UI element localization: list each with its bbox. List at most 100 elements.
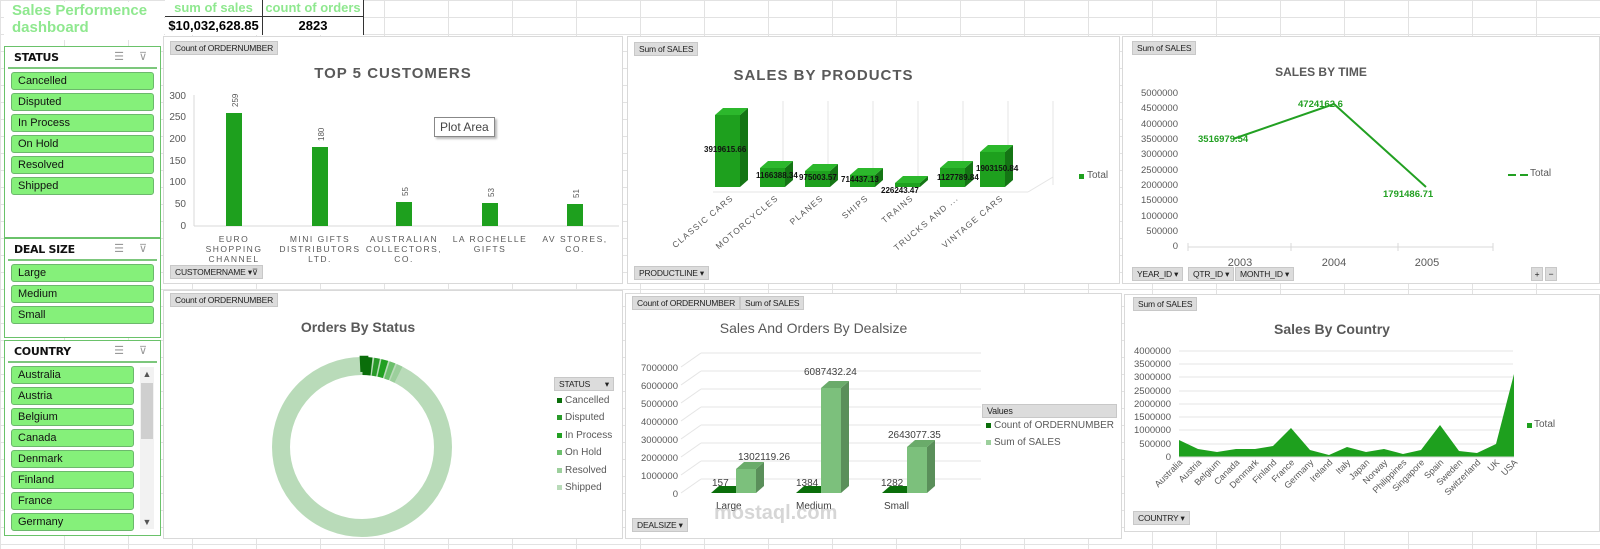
legend-label: On Hold: [565, 447, 602, 458]
svg-text:5000000: 5000000: [1141, 88, 1178, 99]
legend-label: Resolved: [565, 465, 607, 476]
sales-by-products-chart[interactable]: Sum of SALES SALES BY PRODUCTS 3919615.6…: [627, 36, 1120, 284]
dropdown-icon: ▾: [1180, 513, 1185, 523]
value-field-button[interactable]: Sum of SALES: [634, 42, 699, 56]
multi-select-icon[interactable]: ☰: [114, 243, 124, 255]
slicer-item-belgium[interactable]: Belgium: [11, 408, 134, 426]
slicer-item-france[interactable]: France: [11, 492, 134, 510]
chart-title: Sales And Orders By Dealsize: [719, 320, 908, 336]
slicer-scrollbar[interactable]: ▲ ▼: [140, 367, 154, 529]
legend-on-hold: On Hold: [557, 447, 602, 458]
count-field-button[interactable]: Count of ORDERNUMBER: [632, 296, 741, 310]
legend-cancelled: Cancelled: [557, 395, 609, 406]
field-label: QTR_ID: [1193, 269, 1223, 279]
values-legend-header: Values: [982, 404, 1117, 418]
value-field-button[interactable]: Sum of SALES: [1132, 41, 1197, 55]
svg-text:975003.57: 975003.57: [799, 173, 837, 182]
multi-select-icon[interactable]: ☰: [114, 345, 124, 357]
doughnut-chart-plot[interactable]: [164, 291, 624, 540]
kpi-sum-of-sales[interactable]: sum of sales $10,032,628.85: [165, 0, 263, 35]
slicer-item-canada[interactable]: Canada: [11, 429, 134, 447]
dropdown-icon: ▾: [699, 268, 704, 278]
svg-text:COLLECTORS,: COLLECTORS,: [366, 244, 442, 254]
svg-text:3000000: 3000000: [641, 435, 678, 446]
svg-text:Large: Large: [716, 501, 742, 512]
productline-field-button[interactable]: PRODUCTLINE ▾: [634, 266, 709, 280]
legend-in-process: In Process: [557, 430, 612, 441]
slicer-item-shipped[interactable]: Shipped: [11, 177, 154, 195]
slicer-item-finland[interactable]: Finland: [11, 471, 134, 489]
svg-text:2500000: 2500000: [1141, 165, 1178, 176]
slicer-item-australia[interactable]: Australia: [11, 366, 134, 384]
legend-sum-of-sales: Sum of SALES: [986, 437, 1061, 448]
legend-total: Total: [1534, 419, 1556, 430]
svg-text:1791486.71: 1791486.71: [1383, 189, 1434, 200]
expand-button[interactable]: +: [1531, 267, 1543, 281]
svg-text:157: 157: [712, 478, 729, 489]
scrollbar-thumb[interactable]: [141, 383, 153, 439]
country-field-button[interactable]: COUNTRY ▾: [1133, 511, 1190, 525]
svg-text:150: 150: [169, 156, 186, 167]
value-field-button[interactable]: Count of ORDERNUMBER: [170, 41, 279, 55]
svg-text:714437.13: 714437.13: [841, 175, 879, 184]
svg-text:7000000: 7000000: [641, 363, 678, 374]
bar-chart-plot[interactable]: 300 250 200 150 100 50 0 259 180 55 53 51 EUR…: [164, 37, 624, 285]
slicer-item-small[interactable]: Small: [11, 306, 154, 324]
slicer-item-disputed[interactable]: Disputed: [11, 93, 154, 111]
status-legend-field-button[interactable]: STATUS ▾: [554, 377, 614, 391]
3d-clustered-column-plot[interactable]: 7000000 6000000 5000000 4000000 3000000 2000…: [626, 294, 1123, 540]
country-slicer: COUNTRY ☰ ⊽ Australia Austria Belgium Ca…: [4, 340, 161, 536]
qtr-id-field-button[interactable]: QTR_ID ▾: [1188, 267, 1235, 281]
dealsize-field-button[interactable]: DEALSIZE ▾: [632, 518, 688, 532]
field-label: MONTH_ID: [1240, 269, 1283, 279]
svg-text:LTD.: LTD.: [308, 254, 332, 264]
value-field-button[interactable]: Count of ORDERNUMBER: [170, 293, 279, 307]
slicer-item-large[interactable]: Large: [11, 264, 154, 282]
sales-by-country-chart[interactable]: Sum of SALES Sales By Country 4000000 350…: [1124, 294, 1600, 532]
svg-text:0: 0: [673, 489, 678, 500]
scroll-up-icon[interactable]: ▲: [142, 369, 152, 379]
clear-filter-icon[interactable]: ⊽: [138, 51, 148, 63]
svg-text:TRAINS: TRAINS: [879, 193, 915, 225]
clear-filter-icon[interactable]: ⊽: [138, 243, 148, 255]
legend-swatch: [557, 432, 562, 438]
multi-select-icon[interactable]: ☰: [114, 51, 124, 63]
kpi-value: $10,032,628.85: [165, 17, 263, 35]
svg-text:300: 300: [169, 91, 186, 102]
slicer-item-denmark[interactable]: Denmark: [11, 450, 134, 468]
legend-label: Shipped: [565, 482, 602, 493]
clear-filter-icon[interactable]: ⊽: [138, 345, 148, 357]
dropdown-icon: ▾: [1174, 269, 1179, 279]
dropdown-icon: ▾: [604, 379, 609, 389]
dealsize-chart[interactable]: Count of ORDERNUMBER Sum of SALES Sales …: [625, 293, 1122, 539]
svg-text:55: 55: [401, 187, 410, 196]
3d-column-chart-plot[interactable]: 3919615.66 1166388.34 975003.57 714437.1…: [628, 37, 1121, 285]
month-id-field-button[interactable]: MONTH_ID ▾: [1235, 267, 1295, 281]
slicer-item-austria[interactable]: Austria: [11, 387, 134, 405]
legend-swatch: [557, 449, 562, 455]
value-field-button[interactable]: Sum of SALES: [1133, 297, 1198, 311]
year-id-field-button[interactable]: YEAR_ID ▾: [1132, 267, 1184, 281]
sum-field-button[interactable]: Sum of SALES: [740, 296, 805, 310]
svg-text:180: 180: [317, 127, 326, 141]
sales-by-time-chart[interactable]: Sum of SALES SALES BY TIME 5000000 450000…: [1122, 36, 1600, 284]
slicer-item-in-process[interactable]: In Process: [11, 114, 154, 132]
chart-title: Sales By Country: [1274, 321, 1390, 337]
orders-by-status-chart[interactable]: Count of ORDERNUMBER Orders By Status ST…: [163, 290, 623, 539]
slicer-item-cancelled[interactable]: Cancelled: [11, 72, 154, 90]
slicer-item-on-hold[interactable]: On Hold: [11, 135, 154, 153]
scroll-down-icon[interactable]: ▼: [142, 517, 152, 527]
customername-field-button[interactable]: CUSTOMERNAME ▾⊽: [170, 265, 263, 279]
slicer-item-resolved[interactable]: Resolved: [11, 156, 154, 174]
top-customers-chart[interactable]: Count of ORDERNUMBER TOP 5 CUSTOMERS 300…: [163, 36, 623, 284]
legend-swatch: [557, 414, 562, 420]
slicer-item-germany[interactable]: Germany: [11, 513, 134, 531]
svg-text:PLANES: PLANES: [788, 193, 826, 227]
svg-text:1500000: 1500000: [1141, 195, 1178, 206]
kpi-count-of-orders[interactable]: count of orders 2823: [263, 0, 364, 35]
collapse-button[interactable]: −: [1545, 267, 1557, 281]
svg-text:226243.47: 226243.47: [881, 186, 919, 195]
area-chart-plot[interactable]: 4000000 3500000 3000000 2500000 2000000 1500…: [1125, 295, 1600, 533]
slicer-item-medium[interactable]: Medium: [11, 285, 154, 303]
